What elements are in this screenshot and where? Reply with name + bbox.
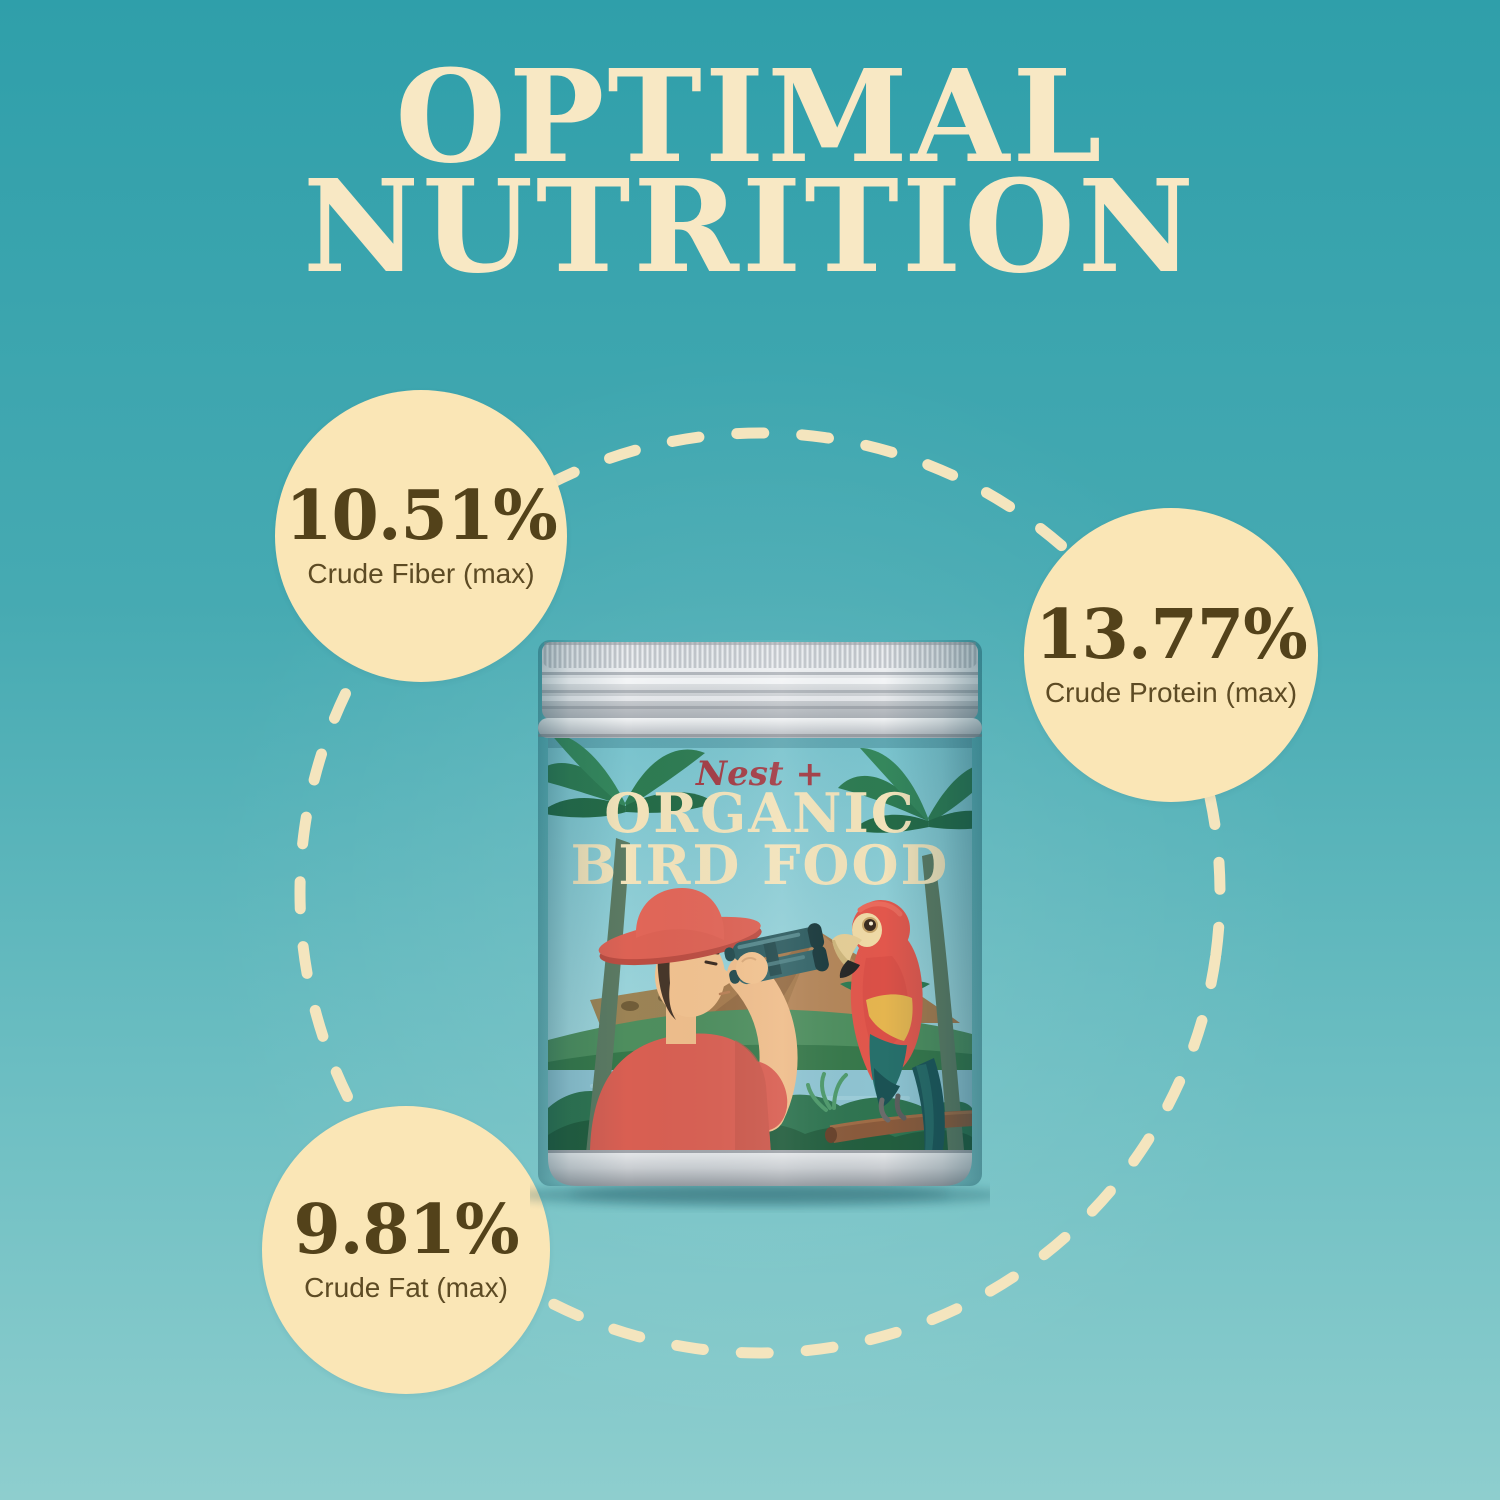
can-shadow [530, 1183, 990, 1207]
product-can: Nest + ORGANIC BIRD FOOD NET WT. 1 LB (1… [530, 640, 990, 1207]
page-title: OPTIMAL NUTRITION [0, 53, 1500, 290]
stat-circle-crude-fiber: 10.51% Crude Fiber (max) [275, 390, 567, 682]
stat-value-crude-fat: 9.81% [293, 1190, 519, 1271]
title-line2: NUTRITION [303, 152, 1197, 301]
stat-value-crude-protein: 13.77% [1035, 595, 1308, 676]
cylinder-shading [538, 640, 982, 1186]
stat-label-crude-protein: Crude Protein (max) [1044, 677, 1298, 709]
stat-label-crude-fat: Crude Fat (max) [304, 1272, 508, 1304]
stat-value-crude-fiber: 10.51% [285, 476, 558, 557]
stat-label-crude-fiber: Crude Fiber (max) [307, 558, 535, 590]
stat-circle-crude-fat: 9.81% Crude Fat (max) [262, 1106, 550, 1394]
title-line1: OPTIMAL [395, 42, 1105, 191]
stat-circle-crude-protein: 13.77% Crude Protein (max) [1024, 508, 1318, 802]
